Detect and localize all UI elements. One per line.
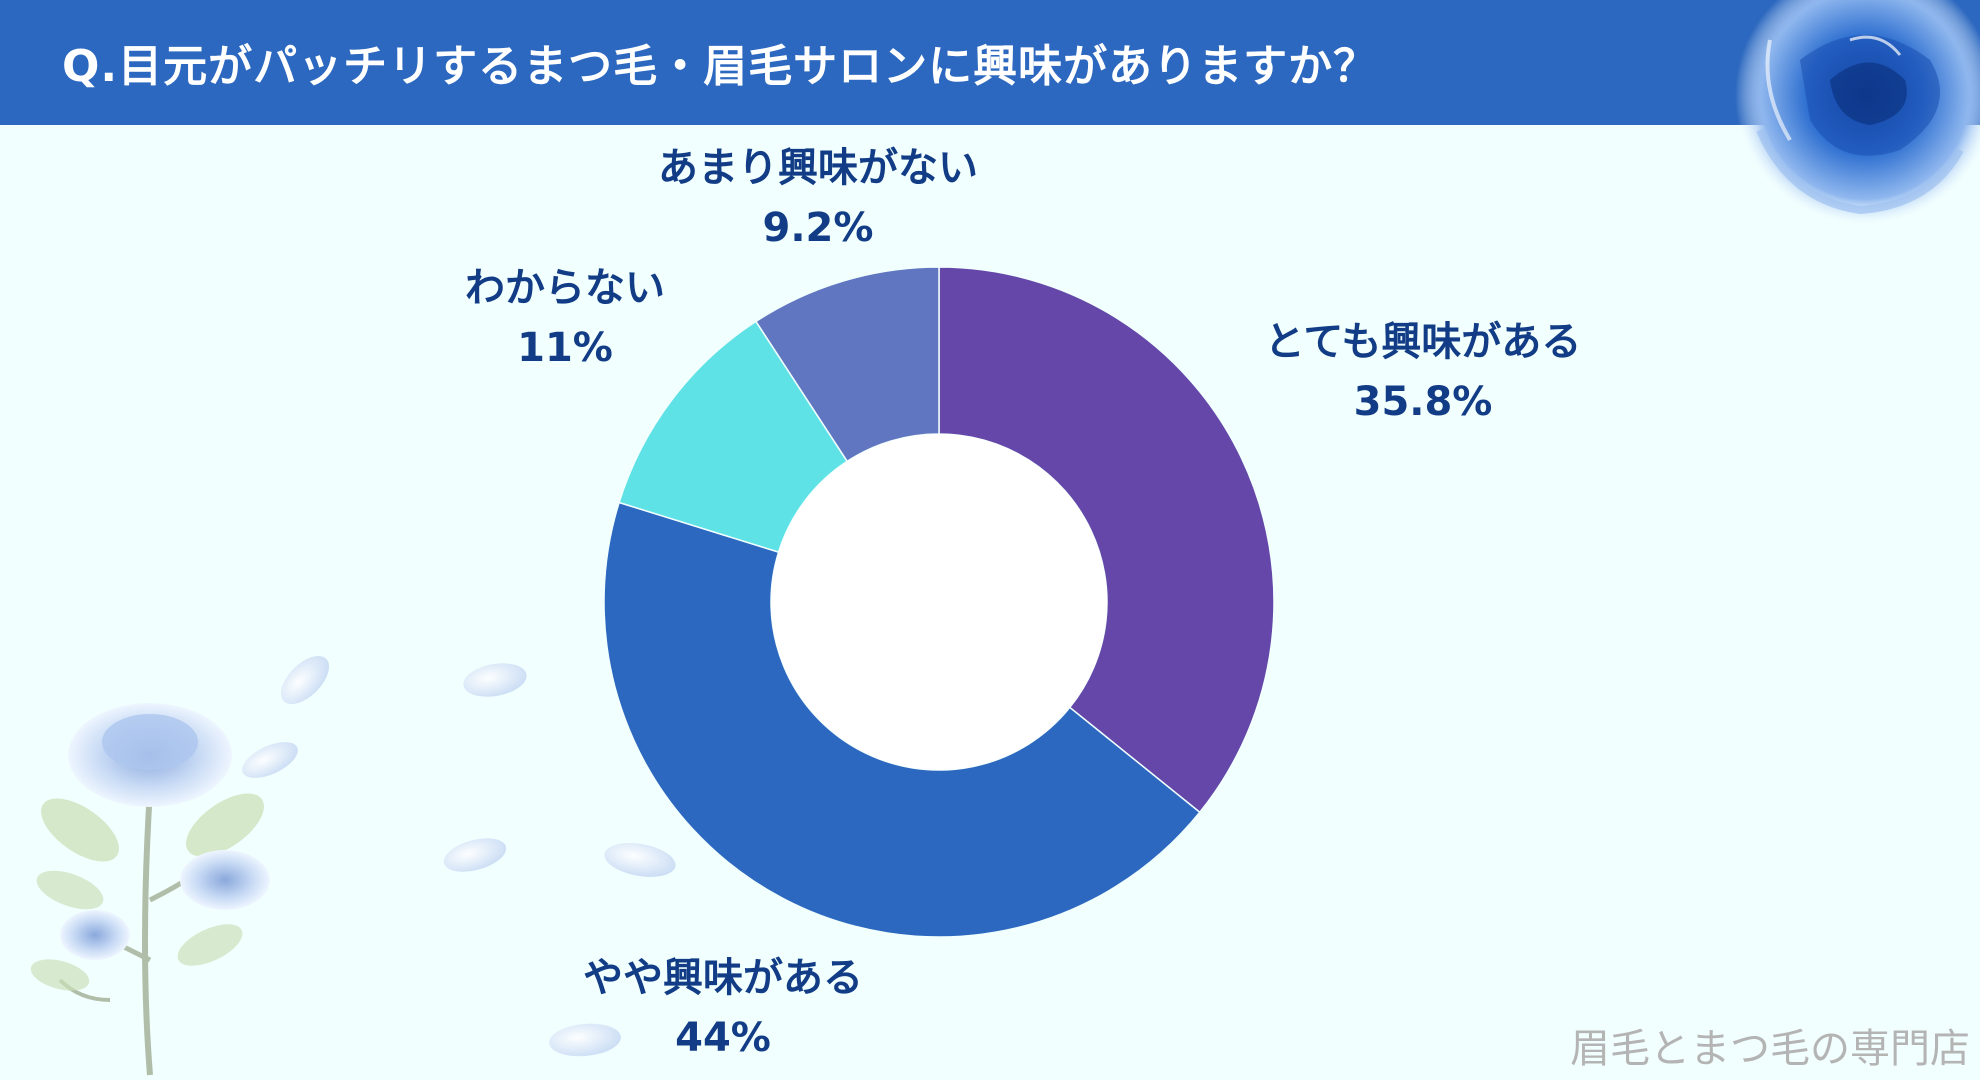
rose-branch-icon (30, 703, 270, 1076)
slice-label-text: わからない (465, 265, 665, 311)
slice-label-very-interested: とても興味がある 35.8% (1265, 312, 1582, 432)
slice-value-text: 11% (517, 325, 613, 371)
slice-label-text: あまり興味がない (658, 145, 978, 191)
slice-label-text: とても興味がある (1264, 319, 1582, 365)
donut-chart (603, 266, 1275, 938)
page-title: Q.目元がパッチリするまつ毛・眉毛サロンに興味がありますか？ (62, 41, 1379, 92)
rose-decoration-icon (1735, 0, 1980, 225)
watermark-text: 眉毛とまつ毛の専門店 (1570, 1026, 1970, 1072)
slice-value-text: 35.8% (1353, 379, 1493, 425)
slice-label-not-very-interested: あまり興味がない 9.2% (658, 138, 978, 258)
slice-value-text: 44% (675, 1015, 771, 1061)
slice-label-dont-know: わからない 11% (465, 258, 665, 378)
header-bar: Q.目元がパッチリするまつ毛・眉毛サロンに興味がありますか？ (0, 0, 1980, 125)
slice-label-text: やや興味がある (583, 955, 863, 1001)
petals-decoration-icon (242, 655, 676, 1057)
donut-hole (771, 434, 1107, 770)
slice-label-somewhat-interested: やや興味がある 44% (583, 948, 863, 1068)
slice-value-text: 9.2% (762, 205, 874, 251)
